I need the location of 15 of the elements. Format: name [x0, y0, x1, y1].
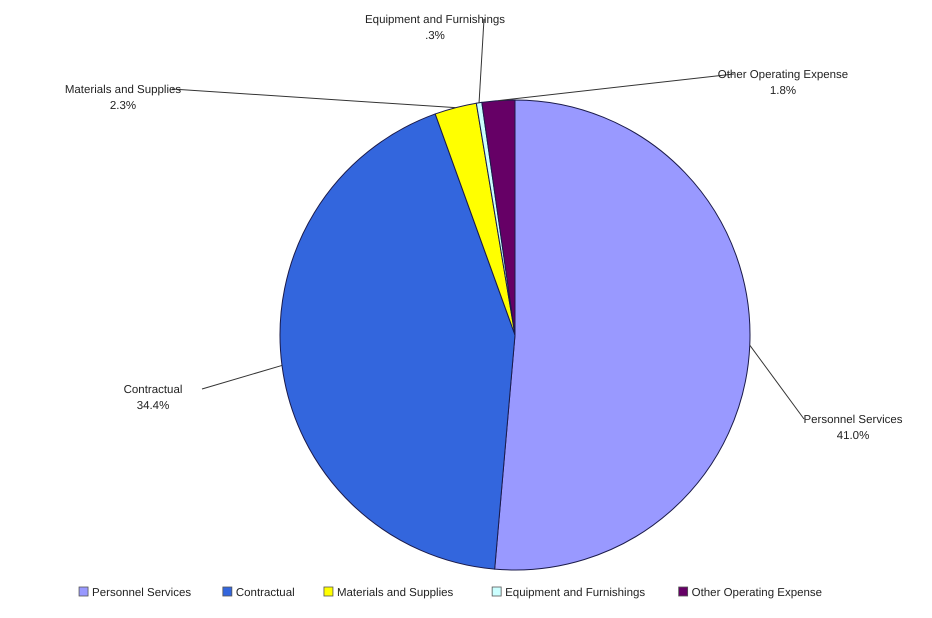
data-label: 2.3%: [110, 100, 136, 112]
legend-label: Other Operating Expense: [692, 587, 822, 599]
data-label: .3%: [425, 30, 445, 42]
legend-label: Materials and Supplies: [336, 587, 454, 599]
legend-label: Equipment and Furnishings: [505, 587, 646, 599]
data-label: 1.8%: [770, 85, 796, 97]
data-label: 41.0%: [836, 430, 870, 442]
slice-label: Personnel Services: [803, 414, 903, 426]
legend-label: Contractual: [236, 587, 295, 599]
slice-label: Equipment and Furnishings: [365, 14, 506, 26]
legend-label: Personnel Services: [92, 587, 192, 599]
slice-label: Other Operating Expense: [718, 69, 848, 81]
slice-label: Materials and Supplies: [64, 84, 182, 96]
slice-label: Contractual: [124, 384, 182, 396]
data-label: 34.4%: [136, 400, 170, 412]
